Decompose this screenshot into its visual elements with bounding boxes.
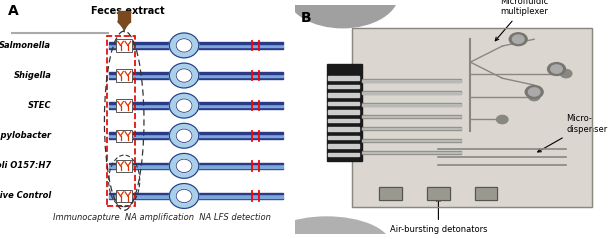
Text: A: A: [7, 4, 18, 18]
Bar: [109, 107, 283, 109]
Text: STEC: STEC: [28, 101, 52, 110]
Circle shape: [169, 33, 199, 58]
Bar: [109, 163, 283, 164]
Bar: [109, 134, 283, 137]
Bar: [327, 65, 362, 161]
Bar: [352, 28, 592, 207]
Circle shape: [529, 88, 540, 96]
Bar: [109, 44, 283, 47]
Text: Microfluidic
multiplexer: Microfluidic multiplexer: [495, 0, 549, 41]
Circle shape: [561, 70, 572, 78]
Bar: [328, 144, 359, 148]
Bar: [109, 72, 283, 74]
Circle shape: [169, 184, 199, 208]
Bar: [362, 116, 460, 117]
Bar: [109, 47, 283, 49]
Bar: [328, 127, 359, 131]
Text: Immunocapture  NA amplification  NA LFS detection: Immunocapture NA amplification NA LFS de…: [53, 213, 270, 222]
Bar: [328, 85, 359, 88]
Bar: [109, 74, 283, 77]
Ellipse shape: [263, 217, 391, 239]
Text: B: B: [301, 11, 312, 25]
Bar: [362, 104, 460, 105]
Circle shape: [509, 33, 527, 46]
Bar: [116, 99, 133, 112]
Text: Salmonella: Salmonella: [0, 41, 52, 50]
Circle shape: [169, 123, 199, 148]
Bar: [362, 152, 460, 153]
Bar: [116, 160, 133, 172]
Bar: [109, 198, 283, 199]
Text: Shigella: Shigella: [14, 71, 52, 80]
Bar: [109, 104, 283, 107]
Bar: [362, 139, 460, 142]
Circle shape: [176, 129, 192, 142]
Bar: [362, 127, 460, 130]
Bar: [362, 92, 460, 94]
Bar: [362, 79, 460, 82]
Bar: [109, 168, 283, 169]
Bar: [328, 93, 359, 97]
Circle shape: [497, 115, 508, 124]
Bar: [109, 164, 283, 168]
Text: E. Coli O157:H7: E. Coli O157:H7: [0, 161, 52, 170]
Bar: [116, 69, 133, 82]
Bar: [107, 36, 135, 206]
Bar: [362, 115, 460, 118]
Text: Feces extract: Feces extract: [91, 6, 165, 16]
Text: Micro-
dispenser: Micro- dispenser: [538, 114, 607, 152]
Circle shape: [176, 39, 192, 52]
Text: Campylobacter: Campylobacter: [0, 131, 52, 140]
Bar: [362, 140, 460, 141]
Circle shape: [529, 92, 540, 101]
Text: Air-bursting detonators: Air-bursting detonators: [390, 198, 487, 234]
Circle shape: [176, 99, 192, 112]
Bar: [362, 151, 460, 154]
Bar: [379, 187, 402, 200]
Bar: [118, 11, 130, 22]
Circle shape: [176, 159, 192, 173]
Bar: [109, 137, 283, 139]
Bar: [362, 81, 460, 82]
Bar: [109, 42, 283, 44]
Bar: [362, 91, 460, 94]
Bar: [328, 119, 359, 122]
Bar: [328, 153, 359, 156]
Bar: [475, 187, 497, 200]
Bar: [328, 136, 359, 139]
Text: Positive Control: Positive Control: [0, 191, 52, 201]
Circle shape: [548, 63, 565, 76]
Bar: [328, 110, 359, 114]
Bar: [328, 102, 359, 105]
Circle shape: [176, 189, 192, 203]
Circle shape: [169, 153, 199, 178]
Bar: [427, 187, 449, 200]
Bar: [116, 39, 133, 52]
Bar: [109, 194, 283, 198]
Bar: [379, 187, 402, 200]
Circle shape: [525, 86, 543, 98]
Bar: [109, 193, 283, 194]
Bar: [427, 187, 449, 200]
Bar: [328, 76, 359, 80]
Bar: [109, 102, 283, 104]
Bar: [116, 190, 133, 202]
Circle shape: [551, 65, 562, 73]
Bar: [475, 187, 497, 200]
Bar: [362, 128, 460, 129]
Ellipse shape: [287, 0, 398, 28]
Bar: [116, 130, 133, 142]
Polygon shape: [118, 22, 130, 29]
Bar: [109, 77, 283, 79]
Circle shape: [176, 69, 192, 82]
Bar: [109, 132, 283, 134]
Bar: [352, 28, 592, 207]
Bar: [362, 103, 460, 106]
Circle shape: [169, 63, 199, 88]
Circle shape: [513, 35, 524, 43]
Circle shape: [169, 93, 199, 118]
